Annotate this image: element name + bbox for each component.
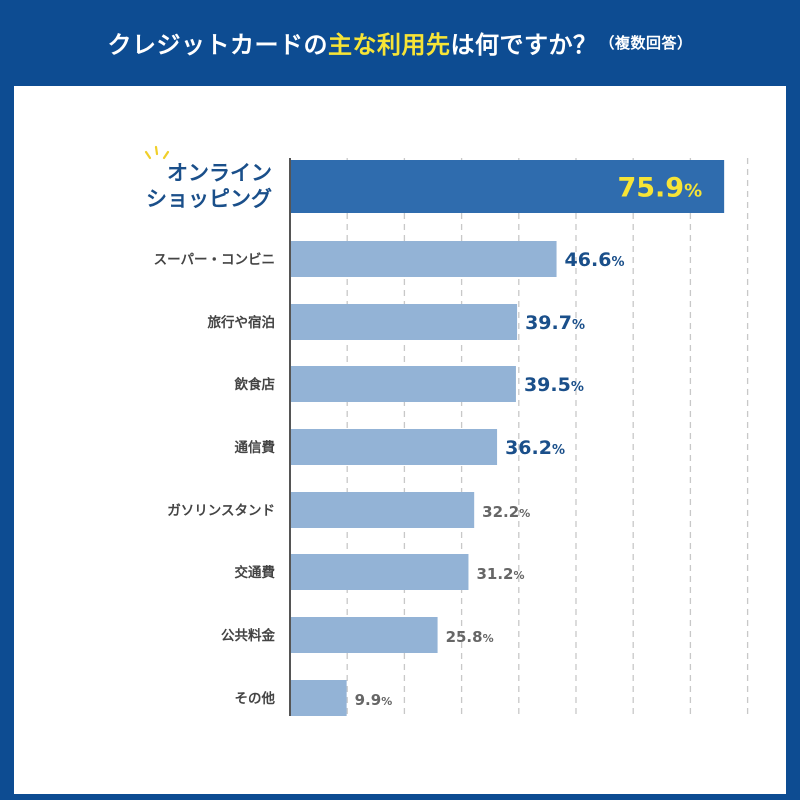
title-note: （複数回答）: [599, 33, 693, 52]
bar-5: [290, 492, 475, 528]
sparkle-mark-2: [162, 150, 170, 160]
category-label-3: 飲食店: [234, 376, 276, 393]
value-label-3: 39.5%: [524, 374, 584, 396]
value-label-2: 39.7%: [525, 312, 585, 334]
category-label-5: ガソリンスタンド: [167, 503, 275, 519]
bar-8: [290, 680, 347, 716]
bar-7: [290, 617, 438, 653]
category-label-1: スーパー・コンビニ: [154, 252, 275, 268]
category-label-6: 交通費: [235, 564, 276, 581]
value-label-5: 32.2%: [482, 503, 530, 521]
category-label-4: 通信費: [235, 439, 276, 456]
category-label-0: オンラインショッピング: [146, 161, 272, 211]
chart-title: クレジットカードの 主な利用先 は何ですか？ （複数回答）: [0, 0, 800, 84]
value-label-1: 46.6%: [565, 249, 625, 271]
title-part1: クレジットカードの: [107, 30, 328, 59]
bar-3: [290, 366, 516, 402]
value-label-6: 31.2%: [476, 565, 524, 583]
bar-0: [290, 160, 725, 213]
value-label-0: 75.9%: [617, 173, 702, 204]
sparkle-mark-0: [144, 150, 152, 160]
value-label-8: 9.9%: [355, 691, 393, 709]
bar-2: [290, 304, 518, 340]
bar-6: [290, 554, 469, 590]
bar-4: [290, 429, 498, 465]
sparkle-mark-1: [154, 145, 159, 156]
bar-1: [290, 241, 557, 277]
value-label-4: 36.2%: [505, 437, 565, 459]
category-label-7: 公共料金: [221, 627, 275, 644]
title-highlight: 主な利用先: [327, 30, 451, 59]
category-label-2: 旅行や宿泊: [208, 314, 276, 331]
category-label-8: その他: [235, 690, 276, 707]
value-label-7: 25.8%: [446, 628, 494, 646]
title-part2: は何ですか？: [450, 30, 598, 59]
